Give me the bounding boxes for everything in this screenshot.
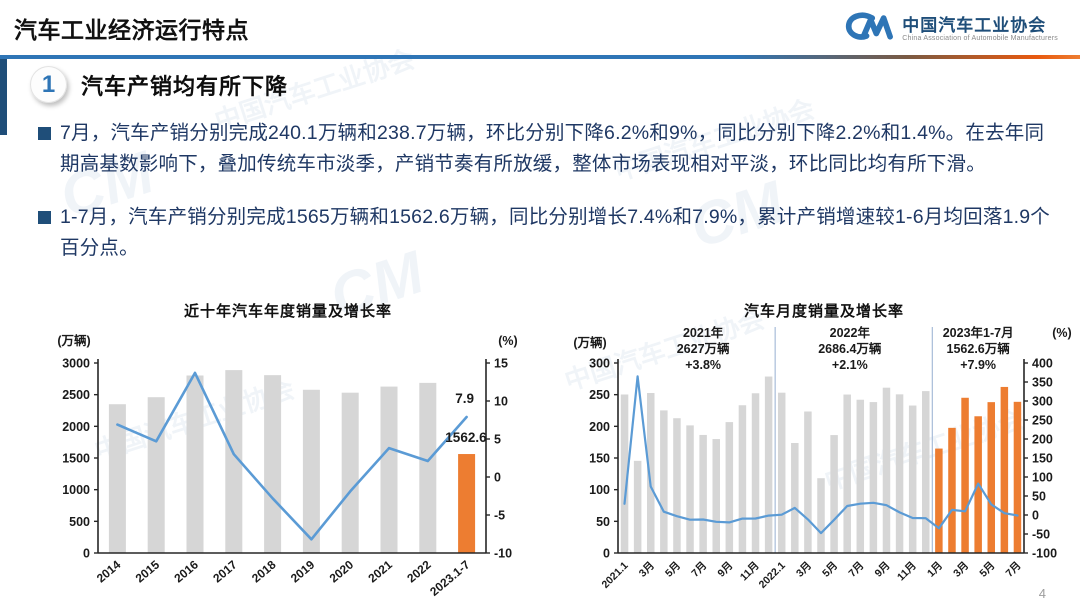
svg-text:250: 250 [1032,414,1053,428]
svg-text:2023年1-7月: 2023年1-7月 [943,325,1014,340]
svg-text:2500: 2500 [62,388,90,402]
monthly-sales-plot: 0 50 100 150 200 250 300 -100 -50 0 50 100 150 200 250… [554,321,1080,607]
org-name-cn: 中国汽车工业协会 [902,15,1047,35]
svg-text:7.9: 7.9 [455,391,474,406]
page-number: 4 [1038,586,1046,601]
chart-title: 汽车月度销量及增长率 [743,303,904,320]
svg-text:1562.6万辆: 1562.6万辆 [947,341,1011,356]
chart-title: 近十年汽车年度销量及增长率 [183,303,392,320]
svg-text:3000: 3000 [62,357,90,371]
svg-text:5: 5 [494,433,501,447]
svg-text:0: 0 [83,547,90,561]
svg-text:15: 15 [494,357,508,371]
svg-text:(%): (%) [1052,326,1071,340]
bullet-square-icon [38,127,51,140]
svg-text:2022年: 2022年 [830,325,871,340]
svg-text:7月: 7月 [689,560,709,580]
cm-logo-icon [843,8,895,51]
svg-text:5月: 5月 [820,560,840,580]
svg-text:150: 150 [589,452,610,466]
svg-text:2627万辆: 2627万辆 [677,341,730,356]
bullet-list: 7月，汽车产销分别完成240.1万辆和238.7万辆，环比分别下降6.2%和9%… [38,118,1050,286]
svg-text:150: 150 [1032,452,1053,466]
svg-text:1000: 1000 [62,483,90,497]
bullet-item: 1-7月，汽车产销分别完成1565万辆和1562.6万辆，同比分别增长7.4%和… [38,202,1050,264]
left-accent-bar [0,59,7,135]
svg-text:2022.1: 2022.1 [757,560,788,591]
svg-text:1月: 1月 [925,560,945,580]
svg-text:100: 100 [589,483,610,497]
svg-text:2019: 2019 [288,557,318,585]
svg-text:+2.1%: +2.1% [832,358,868,372]
svg-text:5月: 5月 [977,560,997,580]
svg-text:2015: 2015 [133,557,163,585]
svg-text:2021年: 2021年 [683,325,724,340]
svg-text:1500: 1500 [62,452,90,466]
svg-text:0: 0 [494,471,501,485]
svg-text:400: 400 [1032,357,1053,371]
svg-text:-50: -50 [1032,528,1050,542]
section-title: 汽车产销均有所下降 [81,73,289,99]
svg-text:3月: 3月 [637,560,657,580]
svg-text:2014: 2014 [94,557,124,585]
svg-text:500: 500 [69,515,90,529]
svg-text:350: 350 [1032,376,1053,390]
svg-text:9月: 9月 [873,560,893,580]
svg-text:2018: 2018 [249,557,279,585]
svg-text:50: 50 [1032,490,1046,504]
svg-text:2022: 2022 [404,557,434,585]
svg-text:3月: 3月 [794,560,814,580]
charts-row: 近十年汽车年度销量及增长率 0 500 1000 1500 2000 2500 3000 -1… [38,300,1080,607]
svg-text:100: 100 [1032,471,1053,485]
svg-text:2021: 2021 [365,557,395,585]
svg-text:9月: 9月 [715,560,735,580]
svg-text:0: 0 [603,547,610,561]
header-divider [0,55,1080,59]
svg-text:11月: 11月 [895,560,919,584]
bullet-text: 7月，汽车产销分别完成240.1万辆和238.7万辆，环比分别下降6.2%和9%… [60,122,1045,175]
svg-text:200: 200 [589,420,610,434]
annual-sales-plot: 0 500 1000 1500 2000 2500 3000 -10 -5 0 5 10 15 2014 2… [38,321,538,607]
svg-text:-100: -100 [1032,547,1057,561]
svg-text:(万辆): (万辆) [573,335,606,350]
svg-text:+3.8%: +3.8% [685,358,721,372]
svg-text:1562.6: 1562.6 [445,430,487,445]
svg-text:7月: 7月 [846,560,866,580]
section-number-badge: 1 [30,66,67,103]
svg-text:2021.1: 2021.1 [599,560,630,591]
org-name-en: China Association of Automobile Manufact… [902,35,1058,43]
svg-text:200: 200 [1032,433,1053,447]
svg-text:2016: 2016 [171,557,201,585]
svg-text:2000: 2000 [62,420,90,434]
bullet-item: 7月，汽车产销分别完成240.1万辆和238.7万辆，环比分别下降6.2%和9%… [38,118,1050,180]
svg-text:-10: -10 [494,547,512,561]
svg-text:10: 10 [494,395,508,409]
svg-text:300: 300 [589,357,610,371]
section-header: 1 汽车产销均有所下降 [30,66,288,103]
svg-text:-5: -5 [494,509,505,523]
svg-text:(万辆): (万辆) [57,333,90,348]
svg-text:3月: 3月 [951,560,971,580]
svg-text:50: 50 [596,515,610,529]
page-title: 汽车工业经济运行特点 [14,17,249,43]
annual-sales-chart: 近十年汽车年度销量及增长率 0 500 1000 1500 2000 2500 3000 -1… [38,300,538,607]
org-logo: 中国汽车工业协会 China Association of Automobile… [843,8,1058,51]
svg-text:(%): (%) [498,334,517,348]
svg-text:2017: 2017 [210,557,240,585]
svg-text:2686.4万辆: 2686.4万辆 [818,341,882,356]
svg-text:0: 0 [1032,509,1039,523]
header: 汽车工业经济运行特点 中国汽车工业协会 China Association of… [0,0,1080,56]
svg-text:2020: 2020 [327,557,357,585]
svg-text:7月: 7月 [1004,560,1024,580]
svg-text:250: 250 [589,388,610,402]
bullet-text: 1-7月，汽车产销分别完成1565万辆和1562.6万辆，同比分别增长7.4%和… [60,206,1050,259]
svg-text:+7.9%: +7.9% [960,358,996,372]
svg-text:300: 300 [1032,395,1053,409]
svg-text:5月: 5月 [663,560,683,580]
bullet-square-icon [38,211,51,224]
monthly-sales-chart: 汽车月度销量及增长率 0 50 100 150 200 250 300 -100 -50 0 50 1… [554,300,1080,607]
svg-text:2023.1-7: 2023.1-7 [427,557,473,598]
